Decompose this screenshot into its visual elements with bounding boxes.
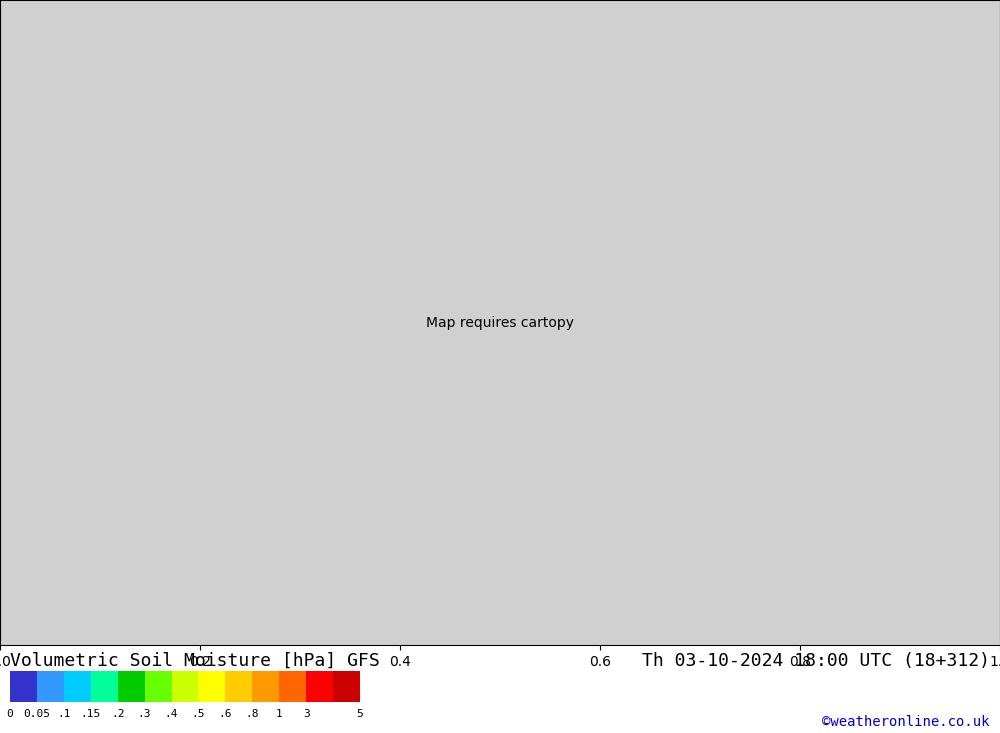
- Text: .15: .15: [81, 710, 101, 719]
- Text: 1: 1: [276, 710, 283, 719]
- Bar: [37, 671, 64, 702]
- Polygon shape: [355, 671, 360, 702]
- Text: Volumetric Soil Moisture [hPa] GFS: Volumetric Soil Moisture [hPa] GFS: [10, 652, 380, 670]
- Text: .6: .6: [219, 710, 232, 719]
- Text: .5: .5: [192, 710, 205, 719]
- Bar: [198, 671, 225, 702]
- Text: ©weatheronline.co.uk: ©weatheronline.co.uk: [822, 715, 990, 729]
- Text: .1: .1: [57, 710, 71, 719]
- Bar: [306, 671, 333, 702]
- Text: 5: 5: [357, 710, 363, 719]
- Bar: [10, 671, 37, 702]
- Bar: [252, 671, 279, 702]
- Text: .4: .4: [165, 710, 178, 719]
- Bar: [91, 671, 118, 702]
- Bar: [145, 671, 172, 702]
- Bar: [172, 671, 198, 702]
- Bar: [225, 671, 252, 702]
- Bar: [333, 671, 360, 702]
- Text: 3: 3: [303, 710, 310, 719]
- Text: .2: .2: [111, 710, 124, 719]
- Bar: [279, 671, 306, 702]
- Bar: [118, 671, 145, 702]
- Text: 0.05: 0.05: [23, 710, 50, 719]
- Text: Map requires cartopy: Map requires cartopy: [426, 315, 574, 330]
- Text: .3: .3: [138, 710, 151, 719]
- Polygon shape: [10, 671, 15, 702]
- Bar: [64, 671, 91, 702]
- Text: .8: .8: [246, 710, 259, 719]
- Text: Th 03-10-2024 18:00 UTC (18+312): Th 03-10-2024 18:00 UTC (18+312): [642, 652, 990, 670]
- Text: 0: 0: [7, 710, 13, 719]
